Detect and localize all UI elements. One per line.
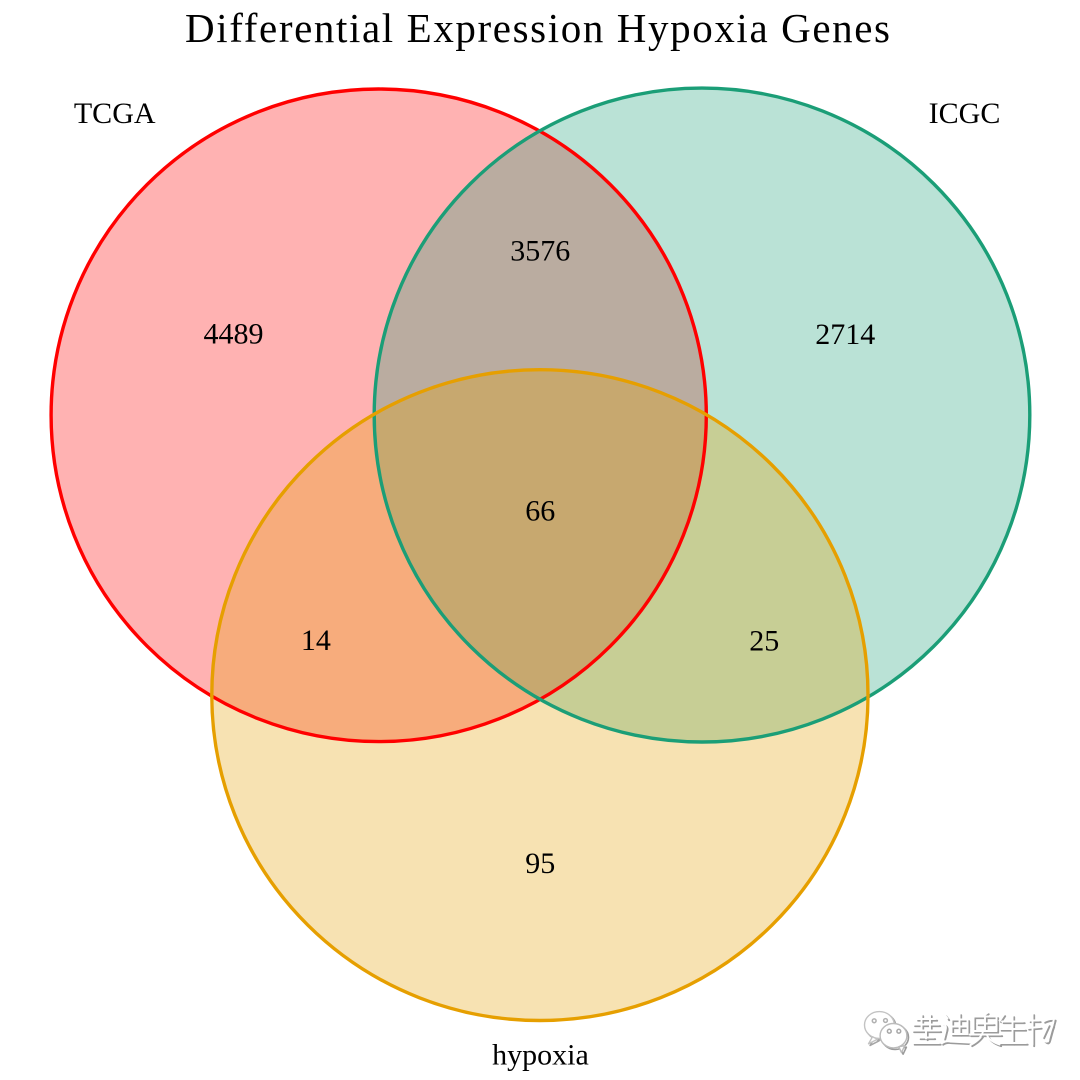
svg-text:Differential Expression Hypoxi: Differential Expression Hypoxia Genes (185, 5, 890, 51)
svg-text:4489: 4489 (204, 318, 264, 351)
svg-text:14: 14 (301, 624, 331, 657)
svg-text:3576: 3576 (510, 235, 570, 268)
svg-text:2714: 2714 (815, 318, 875, 351)
svg-text:95: 95 (525, 847, 555, 880)
svg-text:ICGC: ICGC (929, 97, 1001, 130)
svg-text:TCGA: TCGA (74, 97, 156, 130)
svg-text:hypoxia: hypoxia (492, 1039, 589, 1072)
svg-text:66: 66 (525, 495, 555, 528)
svg-text:25: 25 (749, 624, 779, 657)
